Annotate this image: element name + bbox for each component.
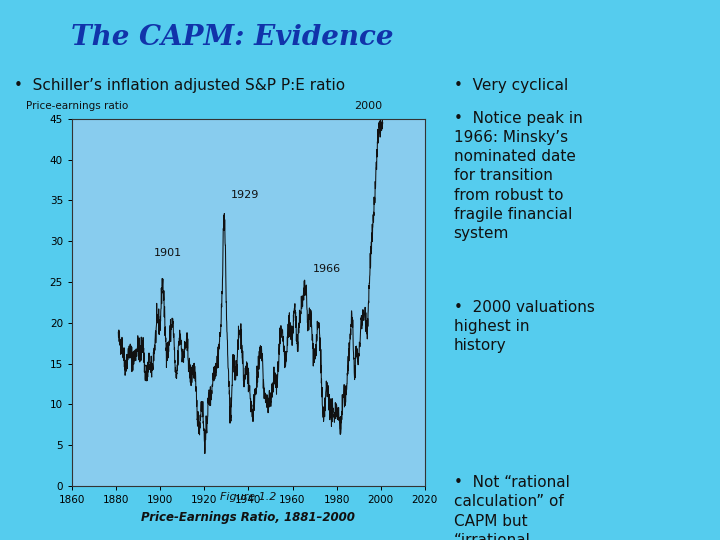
Text: •  Not “rational
calculation” of
CAPM but
“irrational
exuberance”: • Not “rational calculation” of CAPM but…	[454, 475, 570, 540]
Text: Price-earnings ratio: Price-earnings ratio	[26, 102, 128, 111]
Text: The CAPM: Evidence: The CAPM: Evidence	[71, 24, 394, 51]
Text: •  Notice peak in
1966: Minsky’s
nominated date
for transition
from robust to
fr: • Notice peak in 1966: Minsky’s nominate…	[454, 111, 582, 241]
Text: •  Schiller’s inflation adjusted S&P P:E ratio: • Schiller’s inflation adjusted S&P P:E …	[14, 78, 346, 93]
Text: Price-Earnings Ratio, 1881–2000: Price-Earnings Ratio, 1881–2000	[141, 511, 356, 524]
Text: Figure 1.2: Figure 1.2	[220, 491, 276, 502]
Text: •  Very cyclical: • Very cyclical	[454, 78, 568, 93]
Text: 1966: 1966	[312, 264, 341, 274]
Text: 1901: 1901	[153, 247, 181, 258]
Text: •  2000 valuations
highest in
history: • 2000 valuations highest in history	[454, 300, 595, 353]
Text: 2000: 2000	[354, 100, 382, 111]
Text: 1929: 1929	[231, 191, 259, 200]
